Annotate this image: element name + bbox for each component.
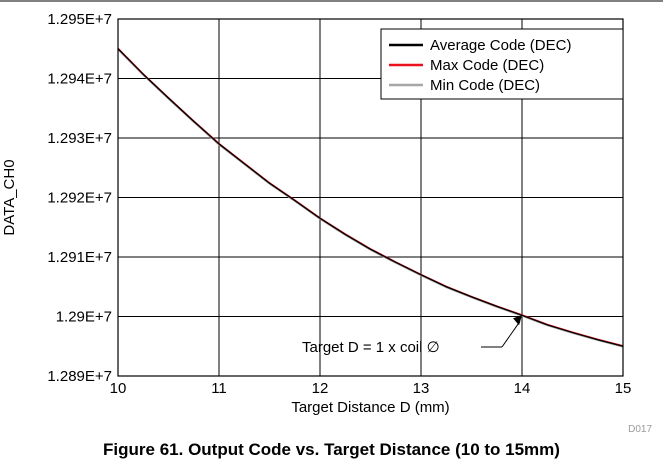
x-tick-label: 12 — [312, 380, 329, 397]
plot-series — [117, 47, 624, 348]
y-axis-label: DATA_CH0 — [1, 159, 18, 235]
y-tick-label: 1.291E+7 — [47, 249, 112, 266]
x-tick-label: 11 — [211, 380, 227, 397]
chart: 10 11 12 13 14 15 1.289E+7 1.29E+7 1.291E+7 1.29… — [0, 0, 663, 435]
y-tick-label: 1.294E+7 — [47, 71, 112, 88]
x-axis-label: Target Distance D (mm) — [291, 399, 449, 416]
plot-frame — [117, 18, 624, 377]
x-tick-label: 15 — [615, 380, 632, 397]
legend-label: Average Code (DEC) — [430, 37, 571, 54]
x-tick-label: 13 — [413, 380, 430, 397]
legend-label: Min Code (DEC) — [430, 77, 540, 94]
x-tick-label: 14 — [514, 380, 531, 397]
x-axis-ticks: 10 11 12 13 14 15 — [110, 380, 632, 397]
legend-label: Max Code (DEC) — [430, 57, 544, 74]
legend: Average Code (DEC) Max Code (DEC) Min Code… — [380, 28, 624, 100]
y-tick-label: 1.293E+7 — [47, 130, 112, 147]
y-tick-label: 1.29E+7 — [56, 309, 112, 326]
y-tick-label: 1.295E+7 — [47, 11, 112, 28]
x-tick-label: 10 — [110, 380, 127, 397]
annotation-text: Target D = 1 x coil ∅ — [302, 339, 440, 356]
y-tick-label: 1.289E+7 — [47, 368, 112, 385]
annotation-pointer — [501, 321, 521, 348]
y-tick-label: 1.292E+7 — [47, 190, 112, 207]
annotation-arrowhead — [513, 315, 522, 326]
series-line-0 — [117, 48, 624, 347]
annotation: Target D = 1 x coil ∅ — [302, 315, 522, 356]
figure-id: D017 — [628, 424, 652, 435]
figure-caption: Figure 61. Output Code vs. Target Distan… — [103, 440, 560, 459]
y-axis-ticks: 1.289E+7 1.29E+7 1.291E+7 1.292E+7 1.293E+7 1… — [47, 11, 112, 385]
